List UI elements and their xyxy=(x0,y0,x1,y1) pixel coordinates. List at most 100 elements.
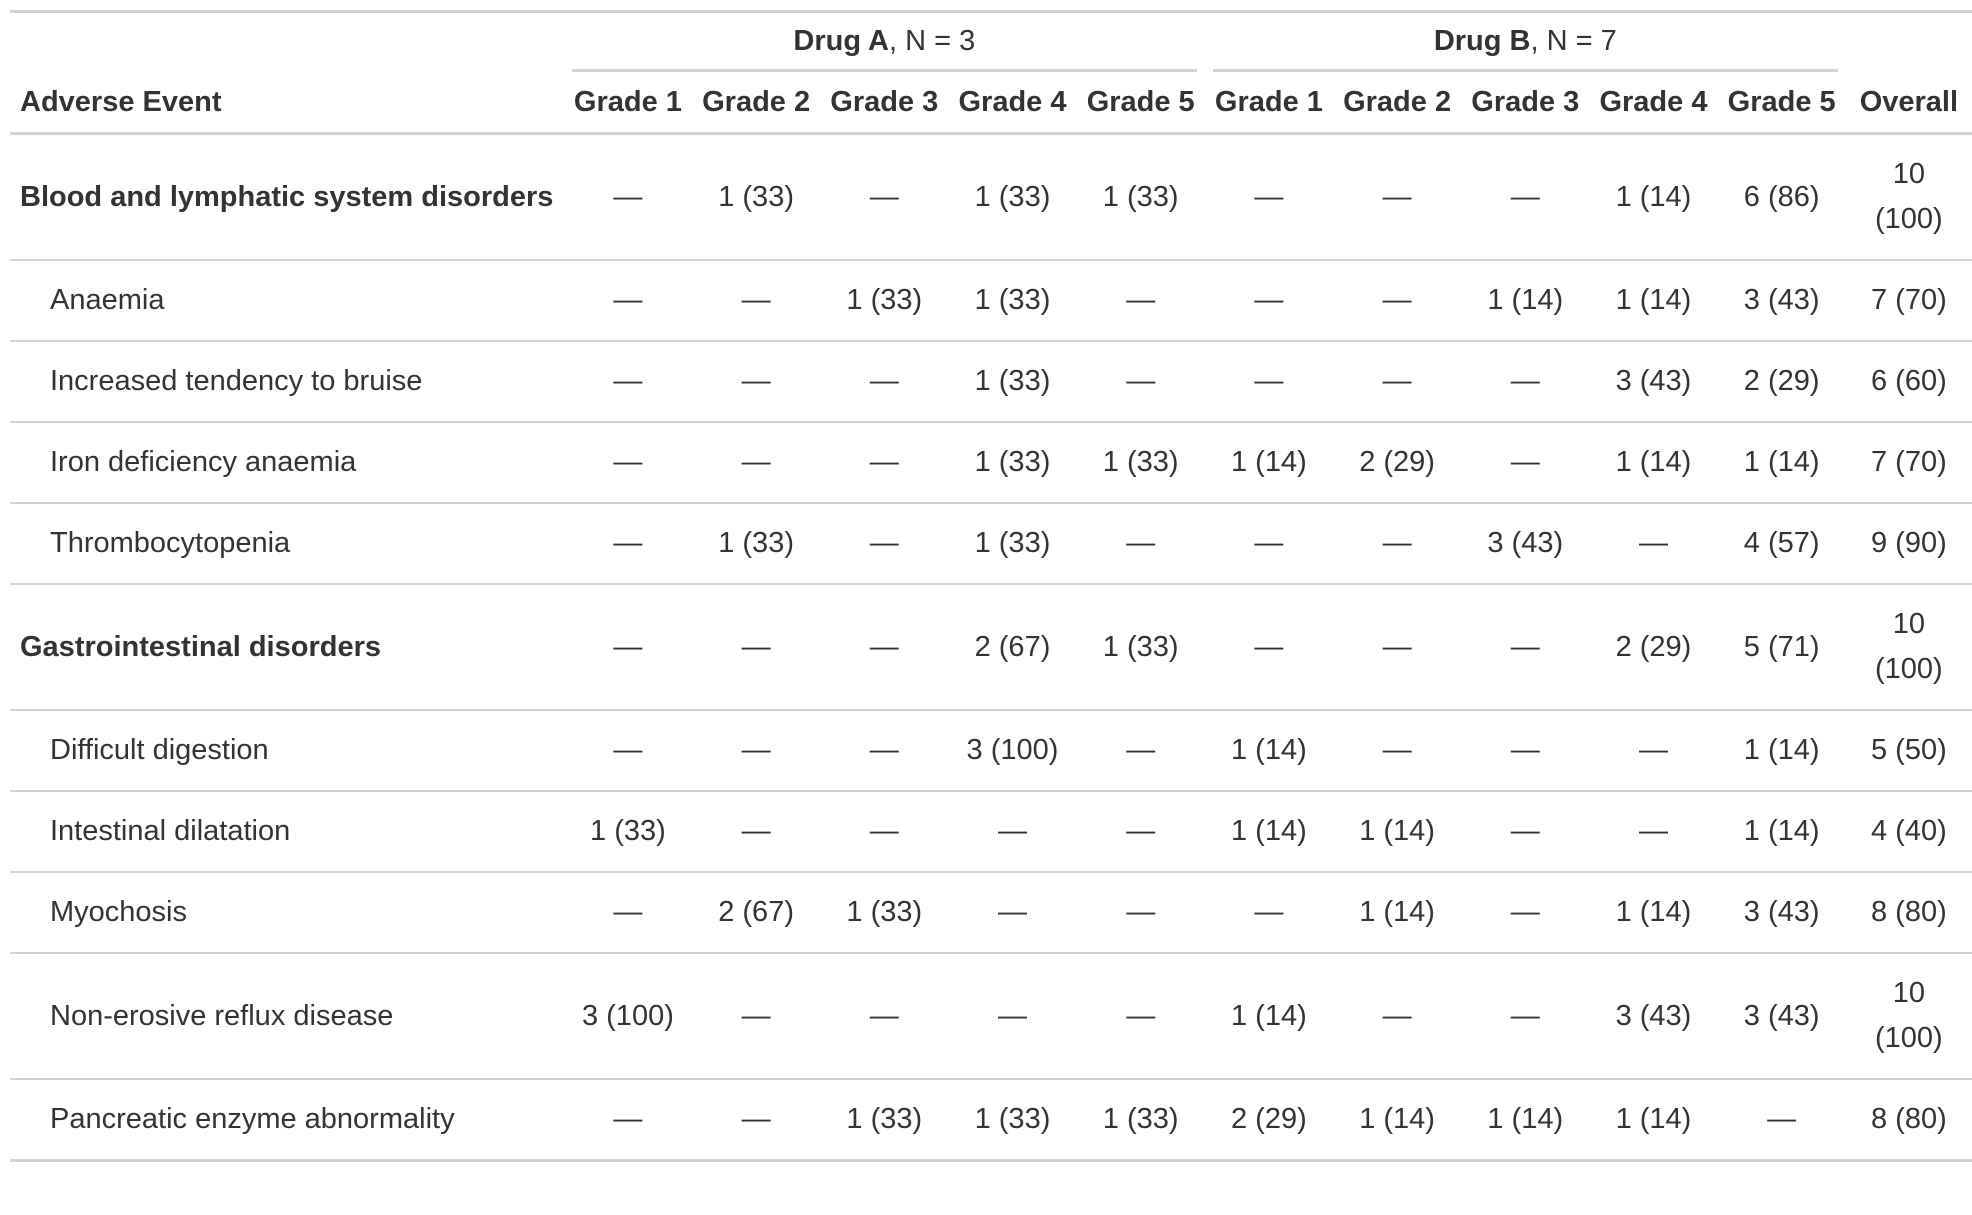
table-cell: 10 (100) xyxy=(1875,158,1943,235)
table-cell: 2 (67) xyxy=(718,896,794,928)
table-row: Thrombocytopenia — 1 (33) — 1 (33) — — — 3 (43) —… xyxy=(10,503,1972,584)
table-cell: 3 (43) xyxy=(1743,999,1820,1032)
table-cell: 1 (14) xyxy=(1231,815,1307,847)
table-cell: 2 (29) xyxy=(1359,446,1435,478)
table-row: Blood and lymphatic system disorders — 1 (… xyxy=(10,134,1972,261)
table-cell: — xyxy=(1382,180,1412,213)
table-cell: 4 (57) xyxy=(1743,527,1820,559)
table-cell: 3 (43) xyxy=(1743,284,1820,316)
table-row: Anaemia — — 1 (33) 1 (33) — — — 1 (14) 1 (14) 3 (4… xyxy=(10,260,1972,341)
table-cell: 5 (50) xyxy=(1870,734,1947,766)
table-cell: 1 (33) xyxy=(846,896,923,928)
table-cell: — xyxy=(613,1103,643,1135)
table-cell: 7 (70) xyxy=(1870,446,1947,478)
table-cell: — xyxy=(869,999,899,1032)
table-cell: — xyxy=(613,180,643,213)
table-cell: — xyxy=(741,630,771,663)
column-header: Grade 1 xyxy=(1204,72,1333,135)
table-cell: — xyxy=(1126,527,1156,559)
table-cell: 1 (33) xyxy=(1102,446,1179,478)
table-cell: — xyxy=(741,1103,771,1135)
column-header: Grade 5 xyxy=(1076,72,1205,135)
table-row: Gastrointestinal disorders — — — 2 (67) 1 (33… xyxy=(10,584,1972,710)
table-cell: — xyxy=(613,284,643,316)
table-cell: 1 (33) xyxy=(590,815,666,847)
table-cell: — xyxy=(613,527,643,559)
table-cell: 9 (90) xyxy=(1870,527,1947,559)
table-cell: — xyxy=(1126,284,1156,316)
table-cell: — xyxy=(1510,180,1540,213)
table-cell: 1 (33) xyxy=(1102,1103,1179,1135)
table-cell: 3 (100) xyxy=(581,999,674,1032)
table-cell: — xyxy=(1382,527,1412,559)
row-label: Blood and lymphatic system disorders xyxy=(20,180,554,213)
table-cell: — xyxy=(1126,815,1156,847)
table-cell: — xyxy=(1126,734,1156,766)
table-cell: — xyxy=(1254,630,1284,663)
table-cell: 1 (14) xyxy=(1615,896,1692,928)
table-cell: — xyxy=(1382,734,1412,766)
table-cell: 8 (80) xyxy=(1870,1103,1947,1135)
table-cell: 1 (14) xyxy=(1359,896,1435,928)
table-cell: — xyxy=(1638,815,1668,847)
column-header: Grade 4 xyxy=(1589,72,1718,135)
table-cell: — xyxy=(613,734,643,766)
table-cell: 1 (33) xyxy=(974,365,1051,397)
table-row: Myochosis — 2 (67) 1 (33) — — — 1 (14) — 1 (14) 3 … xyxy=(10,872,1972,953)
table-cell: 1 (14) xyxy=(1743,734,1820,766)
table-head: Drug A, N = 3 Drug B, N = 7 Adverse Even… xyxy=(10,12,1972,135)
table-cell: 1 (33) xyxy=(974,527,1051,559)
ae-table: Drug A, N = 3 Drug B, N = 7 Adverse Even… xyxy=(10,10,1972,1162)
table-cell: 3 (43) xyxy=(1615,365,1692,397)
table-cell: 1 (14) xyxy=(1359,815,1435,847)
row-label: Iron deficiency anaemia xyxy=(50,446,357,478)
table-cell: 1 (33) xyxy=(974,446,1051,478)
spanner-empty xyxy=(1846,12,1972,73)
table-cell: 1 (33) xyxy=(1102,630,1179,663)
table-cell: 1 (14) xyxy=(1487,1103,1564,1135)
table-cell: 2 (29) xyxy=(1743,365,1820,397)
table-cell: 5 (71) xyxy=(1743,630,1820,663)
column-header: Grade 3 xyxy=(1461,72,1590,135)
spanner-empty xyxy=(10,12,564,73)
column-header: Grade 2 xyxy=(692,72,821,135)
row-label: Myochosis xyxy=(50,896,187,928)
table-cell: — xyxy=(1382,284,1412,316)
spanner-detail: , N = 7 xyxy=(1530,25,1617,57)
table-cell: — xyxy=(869,180,899,213)
row-label: Anaemia xyxy=(50,284,165,316)
table-cell: 2 (29) xyxy=(1615,630,1692,663)
table-cell: — xyxy=(613,365,643,397)
table-cell: — xyxy=(613,896,643,928)
table-row: Non-erosive reflux disease 3 (100) — — — — 1 (… xyxy=(10,953,1972,1079)
table-cell: 1 (14) xyxy=(1231,446,1307,478)
table-cell: 1 (14) xyxy=(1359,1103,1435,1135)
table-body: Blood and lymphatic system disorders — 1 (… xyxy=(10,134,1972,1161)
row-label: Pancreatic enzyme abnormality xyxy=(50,1103,455,1135)
table-cell: — xyxy=(741,815,771,847)
row-label: Increased tendency to bruise xyxy=(50,365,423,397)
table-cell: — xyxy=(997,896,1027,928)
table-cell: — xyxy=(869,734,899,766)
table-cell: 3 (43) xyxy=(1615,999,1692,1032)
table-cell: — xyxy=(741,734,771,766)
table-cell: — xyxy=(1126,365,1156,397)
table-cell: — xyxy=(1254,284,1284,316)
table-cell: 1 (14) xyxy=(1487,284,1564,316)
table-cell: — xyxy=(1638,527,1668,559)
table-cell: — xyxy=(1382,999,1412,1032)
table-cell: — xyxy=(869,527,899,559)
table-cell: 1 (14) xyxy=(1743,446,1820,478)
table-cell: 1 (14) xyxy=(1231,734,1307,766)
table-cell: 1 (14) xyxy=(1231,999,1307,1032)
column-header: Grade 4 xyxy=(948,72,1077,135)
table-cell: — xyxy=(1510,446,1540,478)
table-cell: — xyxy=(997,999,1027,1032)
table-cell: — xyxy=(1510,896,1540,928)
row-label: Thrombocytopenia xyxy=(50,527,291,559)
table-cell: — xyxy=(1510,630,1540,663)
table-cell: 6 (86) xyxy=(1743,180,1820,213)
spanner: Drug B, N = 7 xyxy=(1205,12,1846,72)
